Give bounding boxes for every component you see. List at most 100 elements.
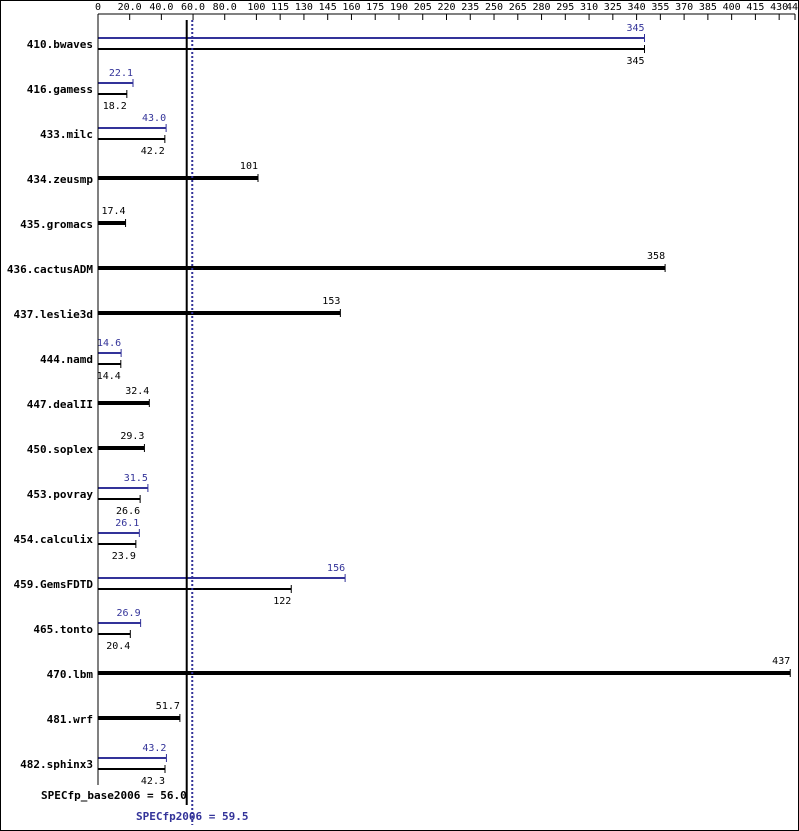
bar — [98, 93, 127, 95]
value-label: 43.0 — [142, 113, 166, 124]
value-label: 43.2 — [142, 743, 166, 754]
category-label: 482.sphinx3 — [20, 758, 93, 771]
category-label: 454.calculix — [14, 533, 94, 546]
x-tick-label: 205 — [414, 2, 432, 13]
bar — [98, 543, 136, 545]
bar — [98, 266, 666, 270]
value-label: 51.7 — [156, 701, 180, 712]
x-tick-label: 40.0 — [149, 2, 173, 13]
value-label: 358 — [647, 251, 665, 262]
category-label: 434.zeusmp — [27, 173, 94, 186]
value-label: 14.4 — [97, 371, 121, 382]
x-tick-label: 355 — [651, 2, 669, 13]
category-label: 465.tonto — [33, 623, 93, 636]
value-label: 26.6 — [116, 506, 140, 517]
x-tick-label: 175 — [366, 2, 384, 13]
x-tick-label: 220 — [437, 2, 455, 13]
value-label: 20.4 — [106, 641, 130, 652]
x-tick-label: 440 — [786, 2, 799, 13]
x-tick-label: 310 — [580, 2, 598, 13]
x-tick-label: 280 — [533, 2, 551, 13]
bar — [98, 127, 167, 129]
bar — [98, 401, 150, 405]
x-tick-label: 100 — [247, 2, 265, 13]
x-tick-label: 250 — [485, 2, 503, 13]
bar — [98, 311, 341, 315]
category-label: 437.leslie3d — [14, 308, 93, 321]
x-tick-label: 295 — [556, 2, 574, 13]
bar — [98, 757, 167, 759]
bar — [98, 352, 122, 354]
bar — [98, 221, 126, 225]
bar — [98, 768, 166, 770]
x-tick-label: 370 — [675, 2, 693, 13]
category-label: 470.lbm — [47, 668, 94, 681]
x-tick-label: 0 — [95, 2, 101, 13]
category-label: 416.gamess — [27, 83, 93, 96]
value-label: 101 — [240, 161, 258, 172]
reference-label: SPECfp2006 = 59.5 — [136, 810, 249, 823]
x-tick-label: 430 — [770, 2, 788, 13]
value-label: 17.4 — [101, 206, 125, 217]
bar — [98, 37, 645, 39]
bar — [98, 446, 145, 450]
bar — [98, 671, 791, 675]
value-label: 437 — [772, 656, 790, 667]
bar — [98, 633, 131, 635]
bar — [98, 138, 165, 140]
category-label: 447.dealII — [27, 398, 93, 411]
x-tick-label: 235 — [461, 2, 479, 13]
value-label: 156 — [327, 563, 345, 574]
x-tick-label: 265 — [509, 2, 527, 13]
reference-label: SPECfp_base2006 = 56.0 — [41, 789, 187, 802]
bar — [98, 577, 346, 579]
x-tick-label: 130 — [295, 2, 313, 13]
value-label: 122 — [273, 596, 291, 607]
bar — [98, 532, 140, 534]
value-label: 26.1 — [115, 518, 139, 529]
bar — [98, 588, 292, 590]
bar — [98, 48, 645, 50]
x-tick-label: 115 — [271, 2, 289, 13]
category-label: 444.namd — [40, 353, 93, 366]
value-label: 14.6 — [97, 338, 121, 349]
value-label: 42.3 — [141, 776, 165, 787]
x-tick-label: 145 — [319, 2, 337, 13]
value-label: 345 — [626, 56, 644, 67]
x-tick-label: 160 — [342, 2, 360, 13]
x-tick-label: 340 — [628, 2, 646, 13]
bar — [98, 363, 121, 365]
x-tick-label: 190 — [390, 2, 408, 13]
x-tick-label: 80.0 — [213, 2, 237, 13]
value-label: 32.4 — [125, 386, 149, 397]
value-label: 345 — [626, 23, 644, 34]
value-label: 153 — [322, 296, 340, 307]
x-tick-label: 325 — [604, 2, 622, 13]
x-tick-label: 400 — [723, 2, 741, 13]
category-label: 450.soplex — [27, 443, 94, 456]
value-label: 31.5 — [124, 473, 148, 484]
category-label: 410.bwaves — [27, 38, 93, 51]
category-label: 481.wrf — [47, 713, 93, 726]
bar — [98, 176, 258, 180]
value-label: 18.2 — [103, 101, 127, 112]
bar — [98, 622, 141, 624]
value-label: 22.1 — [109, 68, 133, 79]
x-tick-label: 60.0 — [181, 2, 205, 13]
value-label: 26.9 — [117, 608, 141, 619]
bar — [98, 487, 148, 489]
x-tick-label: 415 — [746, 2, 764, 13]
bar — [98, 82, 134, 84]
x-tick-label: 385 — [699, 2, 717, 13]
category-label: 436.cactusADM — [7, 263, 93, 276]
category-label: 433.milc — [40, 128, 93, 141]
value-label: 23.9 — [112, 551, 136, 562]
category-label: 459.GemsFDTD — [14, 578, 94, 591]
category-label: 453.povray — [27, 488, 94, 501]
x-tick-label: 20.0 — [118, 2, 142, 13]
bar — [98, 498, 141, 500]
category-label: 435.gromacs — [20, 218, 93, 231]
value-label: 42.2 — [141, 146, 165, 157]
